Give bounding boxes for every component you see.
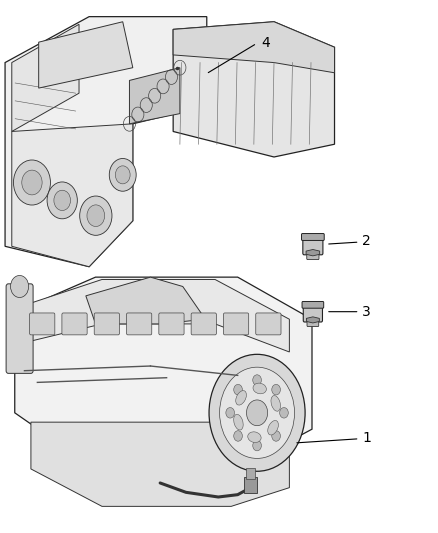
Ellipse shape — [248, 432, 261, 442]
Circle shape — [234, 431, 242, 441]
Polygon shape — [173, 22, 335, 157]
Polygon shape — [130, 68, 180, 124]
FancyBboxPatch shape — [307, 319, 319, 327]
Circle shape — [22, 170, 42, 195]
Circle shape — [234, 384, 242, 395]
Ellipse shape — [268, 421, 279, 435]
Polygon shape — [86, 277, 205, 324]
Ellipse shape — [271, 395, 280, 411]
Circle shape — [219, 367, 294, 458]
Circle shape — [209, 354, 305, 471]
Circle shape — [109, 158, 136, 191]
FancyBboxPatch shape — [303, 236, 323, 255]
Polygon shape — [12, 124, 133, 266]
Polygon shape — [5, 17, 207, 266]
Circle shape — [14, 160, 50, 205]
FancyBboxPatch shape — [256, 313, 281, 335]
Circle shape — [279, 408, 288, 418]
Circle shape — [115, 166, 130, 184]
FancyBboxPatch shape — [302, 302, 324, 308]
Circle shape — [253, 440, 261, 451]
FancyBboxPatch shape — [191, 313, 216, 335]
FancyBboxPatch shape — [246, 469, 255, 479]
Circle shape — [247, 400, 268, 426]
FancyBboxPatch shape — [301, 233, 324, 240]
Polygon shape — [31, 422, 290, 506]
Circle shape — [272, 431, 280, 441]
Polygon shape — [12, 25, 79, 132]
Polygon shape — [173, 22, 335, 73]
FancyBboxPatch shape — [223, 313, 249, 335]
Ellipse shape — [236, 391, 247, 405]
Text: 2: 2 — [362, 234, 371, 248]
Polygon shape — [25, 279, 290, 352]
FancyBboxPatch shape — [6, 284, 33, 373]
Text: 3: 3 — [362, 305, 371, 319]
FancyBboxPatch shape — [94, 313, 120, 335]
FancyBboxPatch shape — [303, 303, 322, 322]
Polygon shape — [307, 317, 319, 323]
Polygon shape — [39, 22, 133, 88]
FancyBboxPatch shape — [244, 477, 257, 494]
FancyBboxPatch shape — [159, 313, 184, 335]
Text: 1: 1 — [362, 431, 371, 445]
Ellipse shape — [234, 414, 243, 430]
Polygon shape — [15, 277, 312, 469]
Ellipse shape — [253, 383, 266, 394]
Circle shape — [47, 182, 78, 219]
Circle shape — [87, 205, 105, 227]
Circle shape — [253, 375, 261, 385]
Circle shape — [80, 196, 112, 236]
Circle shape — [226, 408, 234, 418]
FancyBboxPatch shape — [30, 313, 55, 335]
Polygon shape — [306, 249, 320, 256]
Circle shape — [272, 384, 280, 395]
Text: 4: 4 — [261, 36, 270, 50]
FancyBboxPatch shape — [127, 313, 152, 335]
FancyBboxPatch shape — [62, 313, 87, 335]
Circle shape — [11, 276, 28, 297]
Circle shape — [54, 190, 71, 211]
FancyBboxPatch shape — [307, 252, 319, 260]
